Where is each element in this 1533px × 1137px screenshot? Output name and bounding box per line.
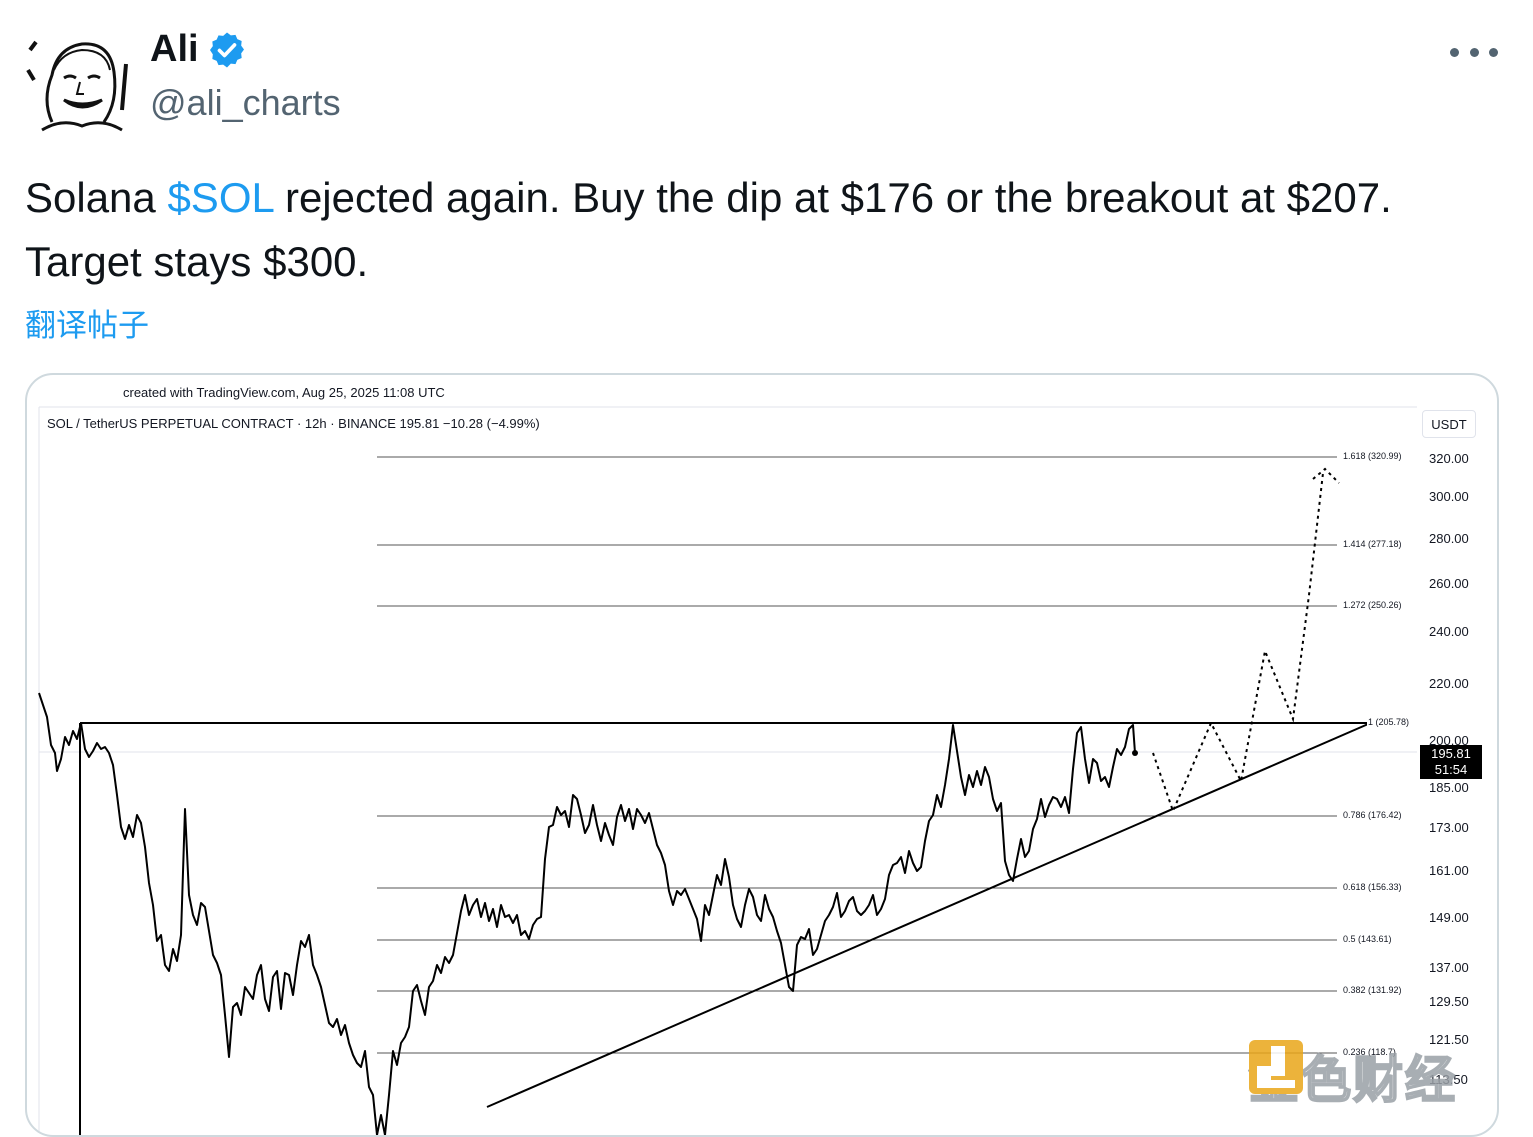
more-options-button[interactable]	[1450, 34, 1498, 70]
axis-label: 137.00	[1429, 960, 1469, 975]
axis-label: 220.00	[1429, 676, 1469, 691]
axis-label: 280.00	[1429, 531, 1469, 546]
chart-drawing	[38, 406, 1417, 1135]
jinse-logo-icon	[1249, 1040, 1303, 1094]
axis-label: 260.00	[1429, 576, 1469, 591]
bar-countdown: 51:54	[1434, 762, 1468, 777]
avatar[interactable]	[22, 30, 134, 132]
projection-line	[1152, 472, 1324, 814]
fib-label: 0.618 (156.33)	[1342, 882, 1403, 892]
axis-label: 185.00	[1429, 780, 1469, 795]
chart-image-card[interactable]: created with TradingView.com, Aug 25, 20…	[25, 373, 1499, 1137]
fib-label: 0.236 (118.7)	[1342, 1047, 1397, 1057]
axis-label: 320.00	[1429, 451, 1469, 466]
author-name-row[interactable]: Ali	[150, 28, 247, 71]
axis-label: 200.00	[1429, 733, 1469, 748]
fib-lines	[377, 456, 1337, 1054]
avatar-illustration	[26, 40, 128, 132]
axis-label: 240.00	[1429, 624, 1469, 639]
fib-label: 0.5 (143.61)	[1342, 934, 1393, 944]
tweet-text: Solana $SOL rejected again. Buy the dip …	[25, 166, 1505, 294]
cashtag-link[interactable]: $SOL	[167, 174, 274, 221]
fib-label: 0.786 (176.42)	[1342, 810, 1403, 820]
symbol-header: SOL / TetherUS PERPETUAL CONTRACT · 12h …	[47, 416, 540, 431]
fib-label: 1.618 (320.99)	[1342, 451, 1403, 461]
currency-button[interactable]: USDT	[1422, 410, 1476, 438]
axis-label: 161.00	[1429, 863, 1469, 878]
axis-label: 113.50	[1429, 1072, 1468, 1087]
fib-label: 1.414 (277.18)	[1342, 539, 1403, 549]
tweet-text-end: rejected again. Buy the dip at $176 or t…	[25, 174, 1392, 285]
verified-badge-icon	[209, 32, 244, 67]
axis-label: 173.00	[1429, 820, 1469, 835]
fib-label: 0.382 (131.92)	[1342, 985, 1403, 995]
translate-post-link[interactable]: 翻译帖子	[25, 308, 149, 343]
more-horizontal-icon	[1450, 47, 1459, 57]
fib-label: 1 (205.78)	[1367, 717, 1411, 727]
price-line	[38, 692, 1136, 1135]
axis-label: 300.00	[1429, 489, 1469, 504]
axis-label: 149.00	[1429, 910, 1469, 925]
fib-label: 1.272 (250.26)	[1342, 600, 1403, 610]
author-name[interactable]: Ali	[150, 28, 199, 70]
current-price: 195.81	[1431, 746, 1471, 761]
current-price-tag: 195.81 51:54	[1420, 745, 1482, 779]
axis-label: 129.50	[1429, 994, 1469, 1009]
author-handle[interactable]: @ali_charts	[150, 82, 341, 123]
axis-label: 121.50	[1429, 1032, 1469, 1047]
more-dot	[1469, 47, 1479, 57]
tweet-text-start: Solana	[25, 174, 168, 221]
tradingview-created-label: created with TradingView.com, Aug 25, 20…	[123, 385, 445, 400]
watermark: 金色财经	[1248, 1040, 1457, 1112]
more-dot	[1489, 47, 1498, 57]
